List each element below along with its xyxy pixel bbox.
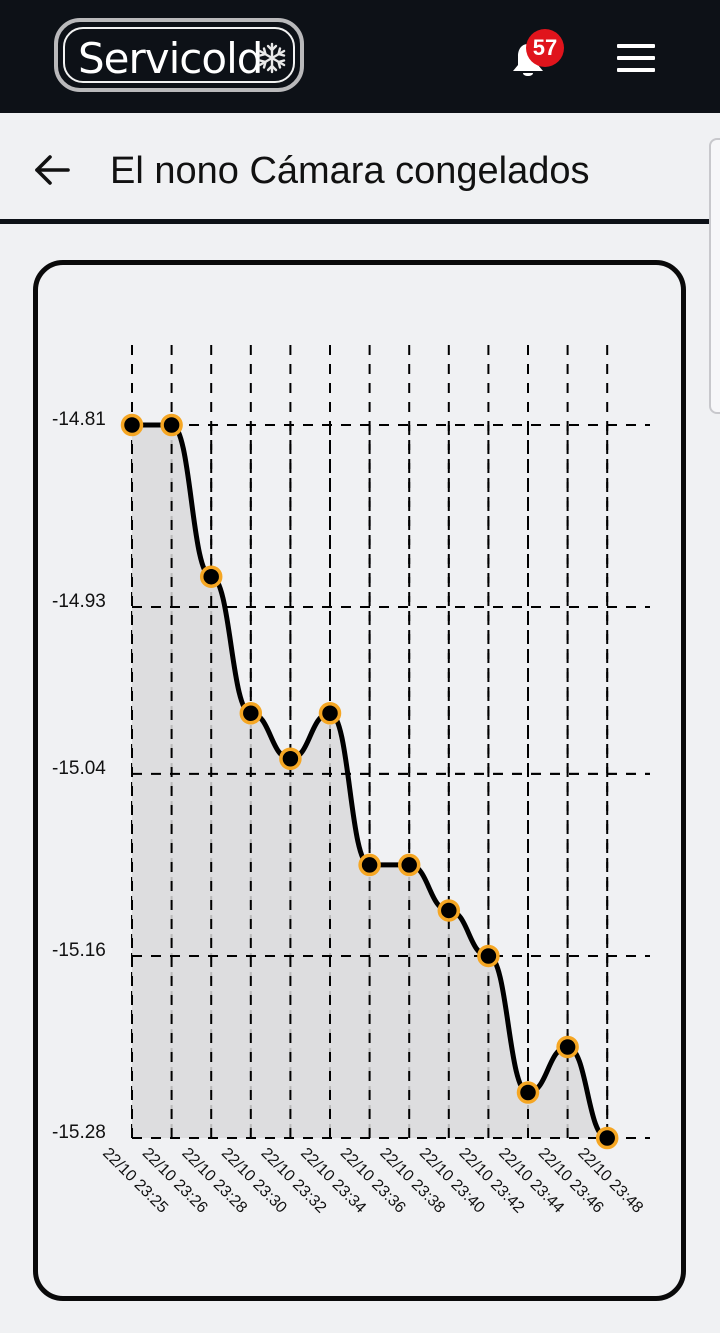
data-point (556, 1035, 579, 1059)
data-point (120, 413, 144, 437)
y-tick-label: -15.16 (52, 940, 106, 961)
data-point (279, 747, 302, 770)
data-point (239, 701, 263, 725)
brand-name: Servicold (78, 34, 263, 83)
y-tick-label: -14.81 (52, 409, 106, 430)
snowflake-icon (258, 42, 286, 74)
data-point (437, 899, 461, 922)
data-point (358, 853, 381, 877)
y-tick-label: -14.93 (52, 591, 106, 612)
y-tick-label: -15.28 (52, 1122, 106, 1143)
data-point (318, 701, 342, 725)
data-point (595, 1126, 619, 1150)
data-point (397, 853, 421, 877)
data-point (199, 565, 223, 588)
header-divider (0, 219, 720, 224)
data-point (160, 413, 183, 437)
arrow-left-icon[interactable] (32, 150, 72, 190)
data-point (477, 944, 500, 968)
data-point (516, 1081, 540, 1104)
y-tick-label: -15.04 (52, 758, 106, 779)
page-title: El nono Cámara congelados (110, 150, 590, 192)
area-fill (132, 425, 608, 1138)
notification-badge: 57 (526, 29, 564, 67)
page-header (0, 113, 720, 223)
logo-frame (63, 27, 295, 83)
side-drawer-handle[interactable] (709, 138, 720, 414)
hamburger-menu-icon[interactable] (617, 44, 655, 72)
brand-logo[interactable]: Servicold (54, 18, 304, 92)
top-navigation-bar: Servicold 57 (0, 0, 720, 113)
